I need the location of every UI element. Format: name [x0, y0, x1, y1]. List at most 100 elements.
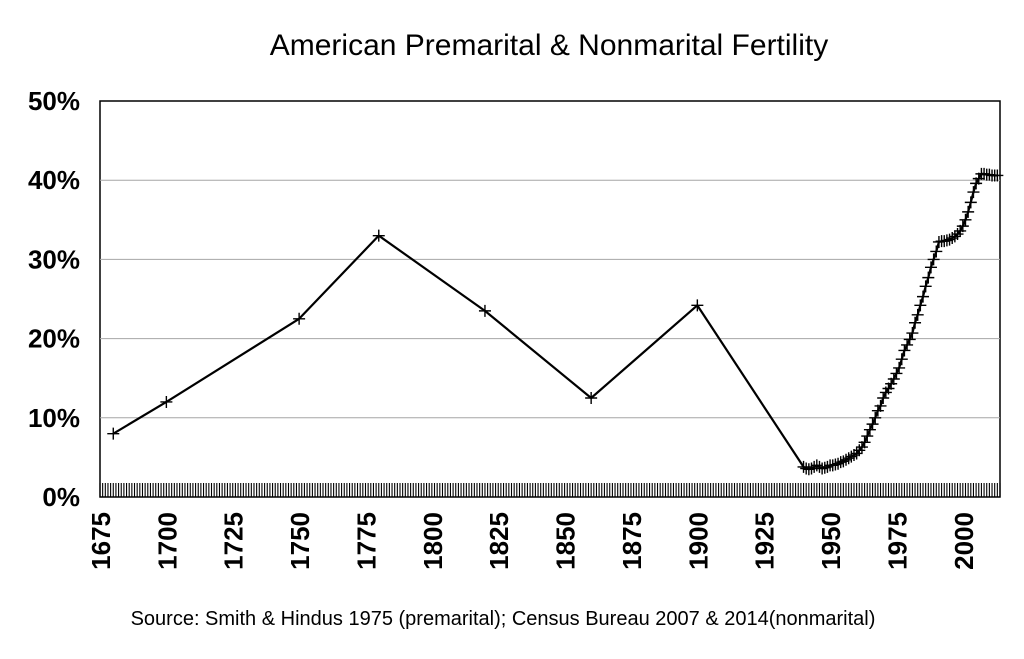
data-point-2001 [959, 213, 972, 226]
x-tick-label-2000: 2000 [949, 512, 979, 570]
data-point-2000 [956, 220, 969, 233]
data-point-1993 [938, 235, 951, 248]
data-point-1955 [837, 455, 850, 468]
series-line [112, 172, 998, 471]
data-point-1954 [834, 456, 847, 469]
data-point-1969 [874, 399, 887, 412]
data-point-2010 [983, 168, 996, 181]
data-point-1977 [895, 353, 908, 366]
y-tick-label-50: 50% [28, 86, 80, 116]
data-point-1994 [940, 234, 953, 247]
data-point-1997 [948, 230, 961, 243]
data-point-1972 [882, 382, 895, 395]
data-point-1984 [914, 299, 927, 312]
x-tick-label-1700: 1700 [152, 512, 182, 570]
data-point-1982 [909, 316, 922, 329]
x-tick-label-1750: 1750 [285, 512, 315, 570]
x-tick-label-1950: 1950 [816, 512, 846, 570]
data-point-1943 [805, 462, 818, 475]
data-point-1942 [802, 463, 815, 476]
x-tick-label-1875: 1875 [617, 512, 647, 570]
data-point-1960 [850, 447, 863, 460]
data-point-1952 [829, 458, 842, 471]
data-point-1957 [842, 452, 855, 465]
data-point-1975 [890, 367, 903, 380]
data-point-1968 [871, 404, 884, 417]
data-point-1970 [877, 392, 890, 404]
data-point-1987 [922, 271, 935, 284]
data-point-1940 [797, 460, 810, 473]
x-tick-label-1975: 1975 [882, 512, 912, 570]
data-point-1951 [826, 459, 839, 472]
data-point-1820 [478, 304, 491, 317]
data-point-1985 [917, 290, 930, 303]
data-point-1956 [840, 453, 853, 466]
data-point-1780 [372, 229, 385, 242]
data-point-1988 [924, 261, 937, 274]
data-point-1991 [932, 235, 945, 248]
data-point-2006 [972, 172, 985, 185]
y-axis-labels: 0% 10% 20% 30% 40% 50% [28, 86, 80, 512]
y-tick-label-0: 0% [42, 482, 80, 512]
data-point-2008 [978, 167, 991, 180]
data-point-1967 [869, 411, 882, 424]
x-tick-label-1775: 1775 [351, 512, 381, 570]
data-point-1998 [951, 228, 964, 241]
data-point-1976 [893, 361, 906, 374]
data-point-1900 [691, 299, 704, 312]
data-point-1995 [943, 233, 956, 246]
data-point-1974 [887, 372, 900, 385]
data-point-1990 [930, 245, 943, 258]
data-point-1945 [810, 459, 823, 472]
data-point-1963 [858, 436, 871, 449]
data-point-1973 [885, 377, 898, 390]
data-point-2005 [970, 177, 983, 190]
y-tick-label-30: 30% [28, 244, 80, 274]
x-minor-tick-band [99, 483, 1001, 497]
data-point-2013 [991, 169, 1004, 182]
data-point-1948 [818, 461, 831, 474]
y-tick-label-40: 40% [28, 165, 80, 195]
data-point-1949 [821, 460, 834, 473]
data-point-1986 [919, 280, 932, 293]
x-minor-ticks [99, 483, 1001, 497]
data-point-1989 [927, 253, 940, 266]
data-point-2004 [967, 186, 980, 199]
data-point-1959 [847, 449, 860, 462]
y-tick-label-20: 20% [28, 324, 80, 354]
data-point-1980 [903, 333, 916, 346]
data-point-1981 [906, 327, 919, 340]
data-point-1965 [863, 423, 876, 436]
data-point-1700 [160, 395, 173, 408]
x-tick-label-1925: 1925 [750, 512, 780, 570]
chart-title: American Premarital & Nonmarital Fertili… [270, 29, 828, 62]
data-points [107, 167, 1004, 476]
y-tick-label-10: 10% [28, 403, 80, 433]
data-point-1979 [901, 338, 914, 351]
data-point-1860 [585, 392, 598, 404]
plot-area [99, 100, 1004, 498]
data-point-1947 [816, 462, 829, 475]
data-point-1999 [954, 224, 967, 237]
data-point-1958 [845, 450, 858, 463]
x-tick-label-1900: 1900 [683, 512, 713, 570]
x-tick-label-1850: 1850 [551, 512, 581, 570]
data-point-1953 [832, 457, 845, 470]
source-note: Source: Smith & Hindus 1975 (premarital)… [131, 608, 876, 630]
x-axis-labels: 1675 1700 1725 1750 1775 1800 1825 1850 1875 1900… [86, 512, 979, 570]
data-point-2003 [964, 196, 977, 209]
x-tick-label-1825: 1825 [484, 512, 514, 570]
x-tick-label-1675: 1675 [86, 512, 116, 570]
data-point-1964 [861, 430, 874, 443]
data-point-1961 [853, 444, 866, 457]
data-point-1680 [107, 427, 120, 440]
data-point-1983 [911, 308, 924, 321]
data-point-1962 [855, 441, 868, 454]
gridlines [100, 179, 1000, 419]
plot-frame [99, 100, 1001, 498]
data-point-1966 [866, 418, 879, 431]
data-point-1750 [293, 312, 306, 325]
x-tick-label-1725: 1725 [219, 512, 249, 570]
data-point-2002 [962, 205, 975, 218]
